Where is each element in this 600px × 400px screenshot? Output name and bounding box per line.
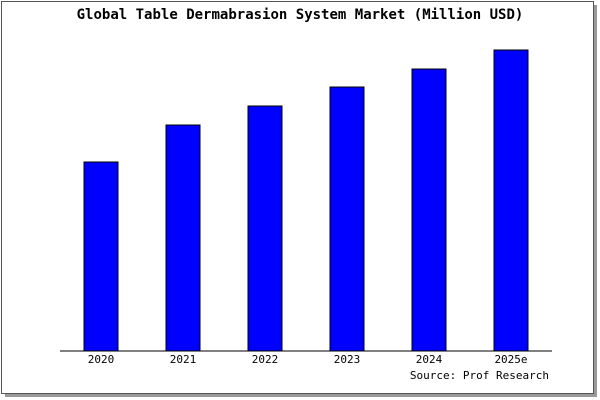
x-tick-label: 2025e [494, 353, 527, 366]
x-tick-label: 2023 [334, 353, 361, 366]
bar [329, 86, 365, 352]
x-tick-label: 2024 [416, 353, 443, 366]
chart-title: Global Table Dermabrasion System Market … [77, 7, 524, 23]
bar [411, 68, 447, 352]
x-tick-label: 2022 [252, 353, 279, 366]
x-tick-label: 2020 [88, 353, 115, 366]
bar [165, 124, 201, 352]
bar [83, 161, 119, 352]
bar [493, 49, 529, 352]
source-note: Source: Prof Research [410, 369, 549, 382]
bar [247, 105, 283, 352]
x-tick-label: 2021 [170, 353, 197, 366]
